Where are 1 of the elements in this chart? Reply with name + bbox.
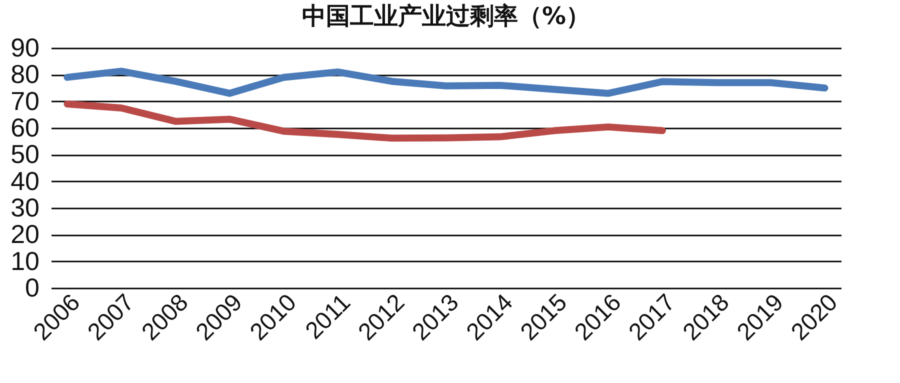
chart-title: 中国工业产业过剩率（%）	[302, 2, 590, 30]
